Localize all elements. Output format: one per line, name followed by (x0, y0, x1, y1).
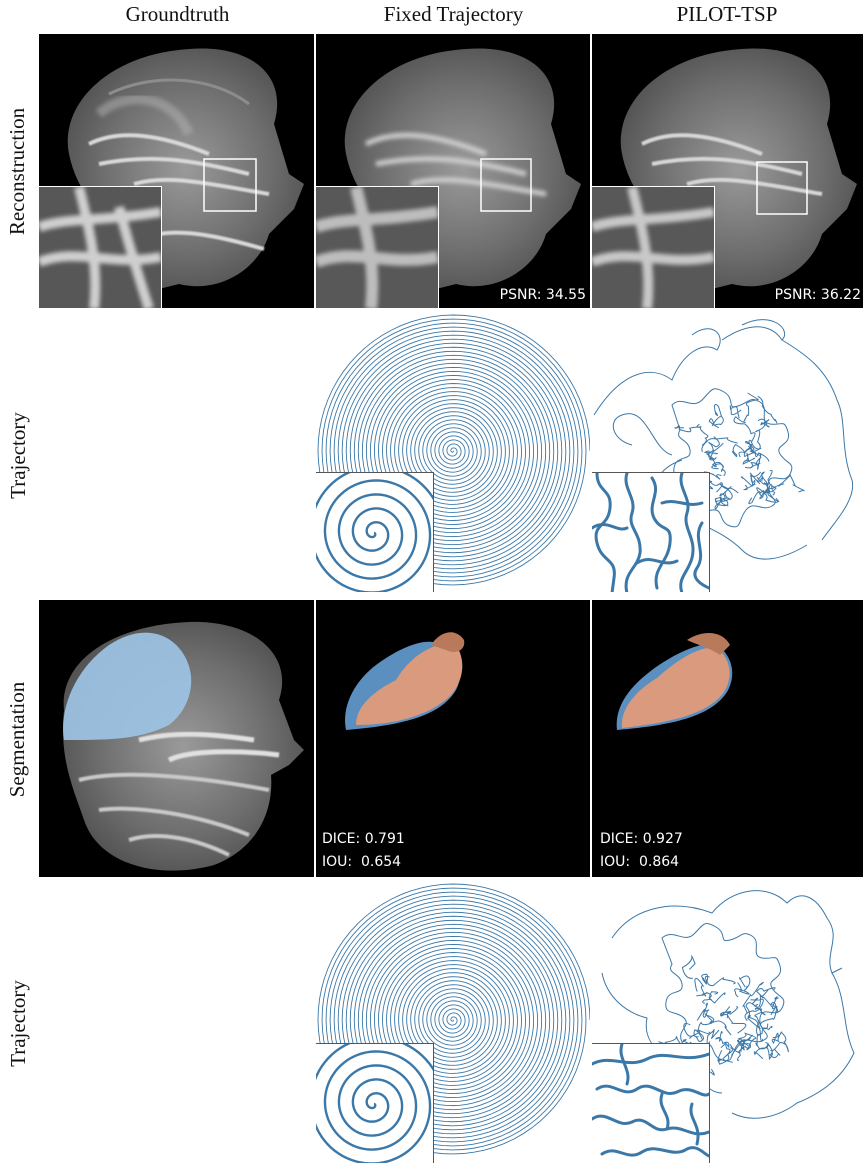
tumor-mask-groundtruth (63, 632, 192, 740)
tsp-trajectory-segment (729, 405, 742, 419)
tsp-trajectory-segment (715, 486, 732, 503)
trajectory-zoom-inset (592, 472, 710, 592)
tsp-trajectory-segment (681, 955, 696, 979)
segmentation-pilot-tsp: DICE: 0.927 IOU: 0.864 (592, 600, 863, 877)
tsp-trajectory-segment (715, 1031, 727, 1048)
tsp-trajectory-segment (738, 1032, 757, 1051)
tsp-trajectory-segment (733, 416, 756, 442)
tsp-trajectory-segment (755, 1033, 769, 1050)
zoom-inset (592, 186, 715, 308)
row-label-segmentation: Segmentation (5, 681, 30, 797)
tsp-trajectory-segment (689, 1029, 704, 1042)
tsp-trajectory-segment (704, 975, 736, 987)
trajectory-zoom-inset (316, 472, 434, 592)
iou-label: IOU: 0.654 (322, 854, 402, 870)
tsp-trajectory-segment (726, 1006, 747, 1034)
tsp-trajectory-segment (760, 1005, 778, 1030)
tsp-trajectory-segment (754, 1011, 764, 1042)
trajectory-zoom-inset (316, 1043, 434, 1163)
psnr-label: PSNR: 34.55 (499, 287, 586, 303)
tsp-trajectory-segment (742, 981, 764, 1014)
tsp-trajectory-segment (778, 474, 805, 493)
iou-label: IOU: 0.864 (600, 854, 680, 870)
trajectory-fixed-spiral-2 (316, 878, 590, 1163)
dice-label: DICE: 0.927 (600, 831, 683, 847)
tsp-trajectory-segment (770, 1031, 789, 1053)
tsp-trajectory-segment (770, 996, 779, 1013)
col-header-pilot-tsp: PILOT-TSP (676, 2, 778, 26)
segmentation-groundtruth-image (39, 600, 314, 877)
tsp-trajectory-segment (763, 1046, 781, 1061)
tsp-trajectory-segment (731, 443, 747, 458)
tsp-trajectory-segment (711, 463, 726, 477)
tsp-trajectory-segment (694, 978, 707, 997)
tsp-trajectory-segment (756, 987, 776, 1009)
row-label-reconstruction: Reconstruction (5, 107, 30, 235)
col-header-fixed-trajectory: Fixed Trajectory (383, 2, 524, 26)
segmentation-fixed-trajectory: DICE: 0.791 IOU: 0.654 (316, 600, 590, 877)
tsp-trajectory-segment (704, 1013, 732, 1036)
tsp-trajectory-segment (742, 452, 756, 465)
tsp-trajectory-segment (744, 421, 766, 453)
tsp-trajectory-segment (768, 483, 785, 491)
tsp-trajectory-segment (706, 1029, 720, 1045)
tsp-trajectory-segment (748, 490, 776, 505)
tsp-trajectory-segment (701, 437, 738, 453)
tsp-trajectory-segment (743, 446, 770, 462)
tsp-trajectory-segment (703, 450, 718, 461)
zoom-inset (39, 186, 162, 308)
tsp-trajectory-segment (708, 416, 724, 428)
col-header-groundtruth: Groundtruth (125, 2, 230, 26)
tsp-trajectory-segment (757, 395, 778, 424)
tsp-trajectory-segment (674, 425, 700, 433)
tsp-trajectory-segment (745, 1002, 761, 1030)
tsp-trajectory-segment (697, 1014, 715, 1035)
tsp-trajectory-segment (722, 1041, 733, 1063)
tsp-trajectory-segment (756, 471, 768, 485)
tsp-trajectory-segment (771, 1031, 783, 1045)
trajectory-pilot-tsp-2 (592, 878, 863, 1163)
psnr-label: PSNR: 36.22 (774, 287, 861, 303)
tsp-trajectory-segment (720, 1006, 732, 1019)
tsp-trajectory-segment (708, 436, 724, 453)
tsp-trajectory-segment (683, 1022, 704, 1041)
row-label-trajectory-2: Trajectory (5, 979, 30, 1067)
tsp-trajectory-segment (756, 487, 779, 503)
tsp-trajectory-segment (701, 973, 709, 985)
tsp-trajectory-segment (734, 982, 750, 998)
tsp-trajectory-segment (740, 472, 761, 487)
tsp-trajectory-segment (716, 482, 733, 501)
tsp-trajectory-segment (737, 1036, 751, 1051)
recon-groundtruth-image (39, 34, 314, 308)
tsp-trajectory-segment (744, 462, 761, 470)
tsp-trajectory-segment (717, 1047, 733, 1065)
trajectory-zoom-inset (592, 1043, 710, 1163)
dice-label: DICE: 0.791 (322, 831, 405, 847)
tsp-trajectory-segment (711, 404, 722, 427)
tsp-trajectory-segment (757, 418, 770, 428)
row-label-trajectory-1: Trajectory (5, 411, 30, 499)
zoom-inset (316, 186, 439, 308)
tsp-trajectory-segment (742, 471, 762, 491)
tsp-trajectory-segment (763, 469, 773, 494)
tsp-trajectory-segment (738, 975, 751, 991)
tsp-trajectory-segment (696, 423, 709, 446)
trajectory-pilot-tsp (592, 310, 863, 592)
tsp-trajectory-segment (754, 1004, 766, 1016)
tsp-trajectory-segment (743, 392, 759, 423)
tsp-trajectory-segment (753, 1043, 773, 1060)
recon-pilot-tsp-image: PSNR: 36.22 (592, 34, 863, 308)
tsp-trajectory-segment (696, 1002, 710, 1021)
spiral-trajectory-line (316, 1044, 433, 1163)
trajectory-fixed-spiral (316, 310, 590, 592)
spiral-trajectory-line (316, 473, 433, 592)
recon-fixed-trajectory-image: PSNR: 34.55 (316, 34, 590, 308)
tsp-trajectory-segment (701, 992, 726, 1004)
tsp-trajectory-segment (747, 1016, 773, 1036)
